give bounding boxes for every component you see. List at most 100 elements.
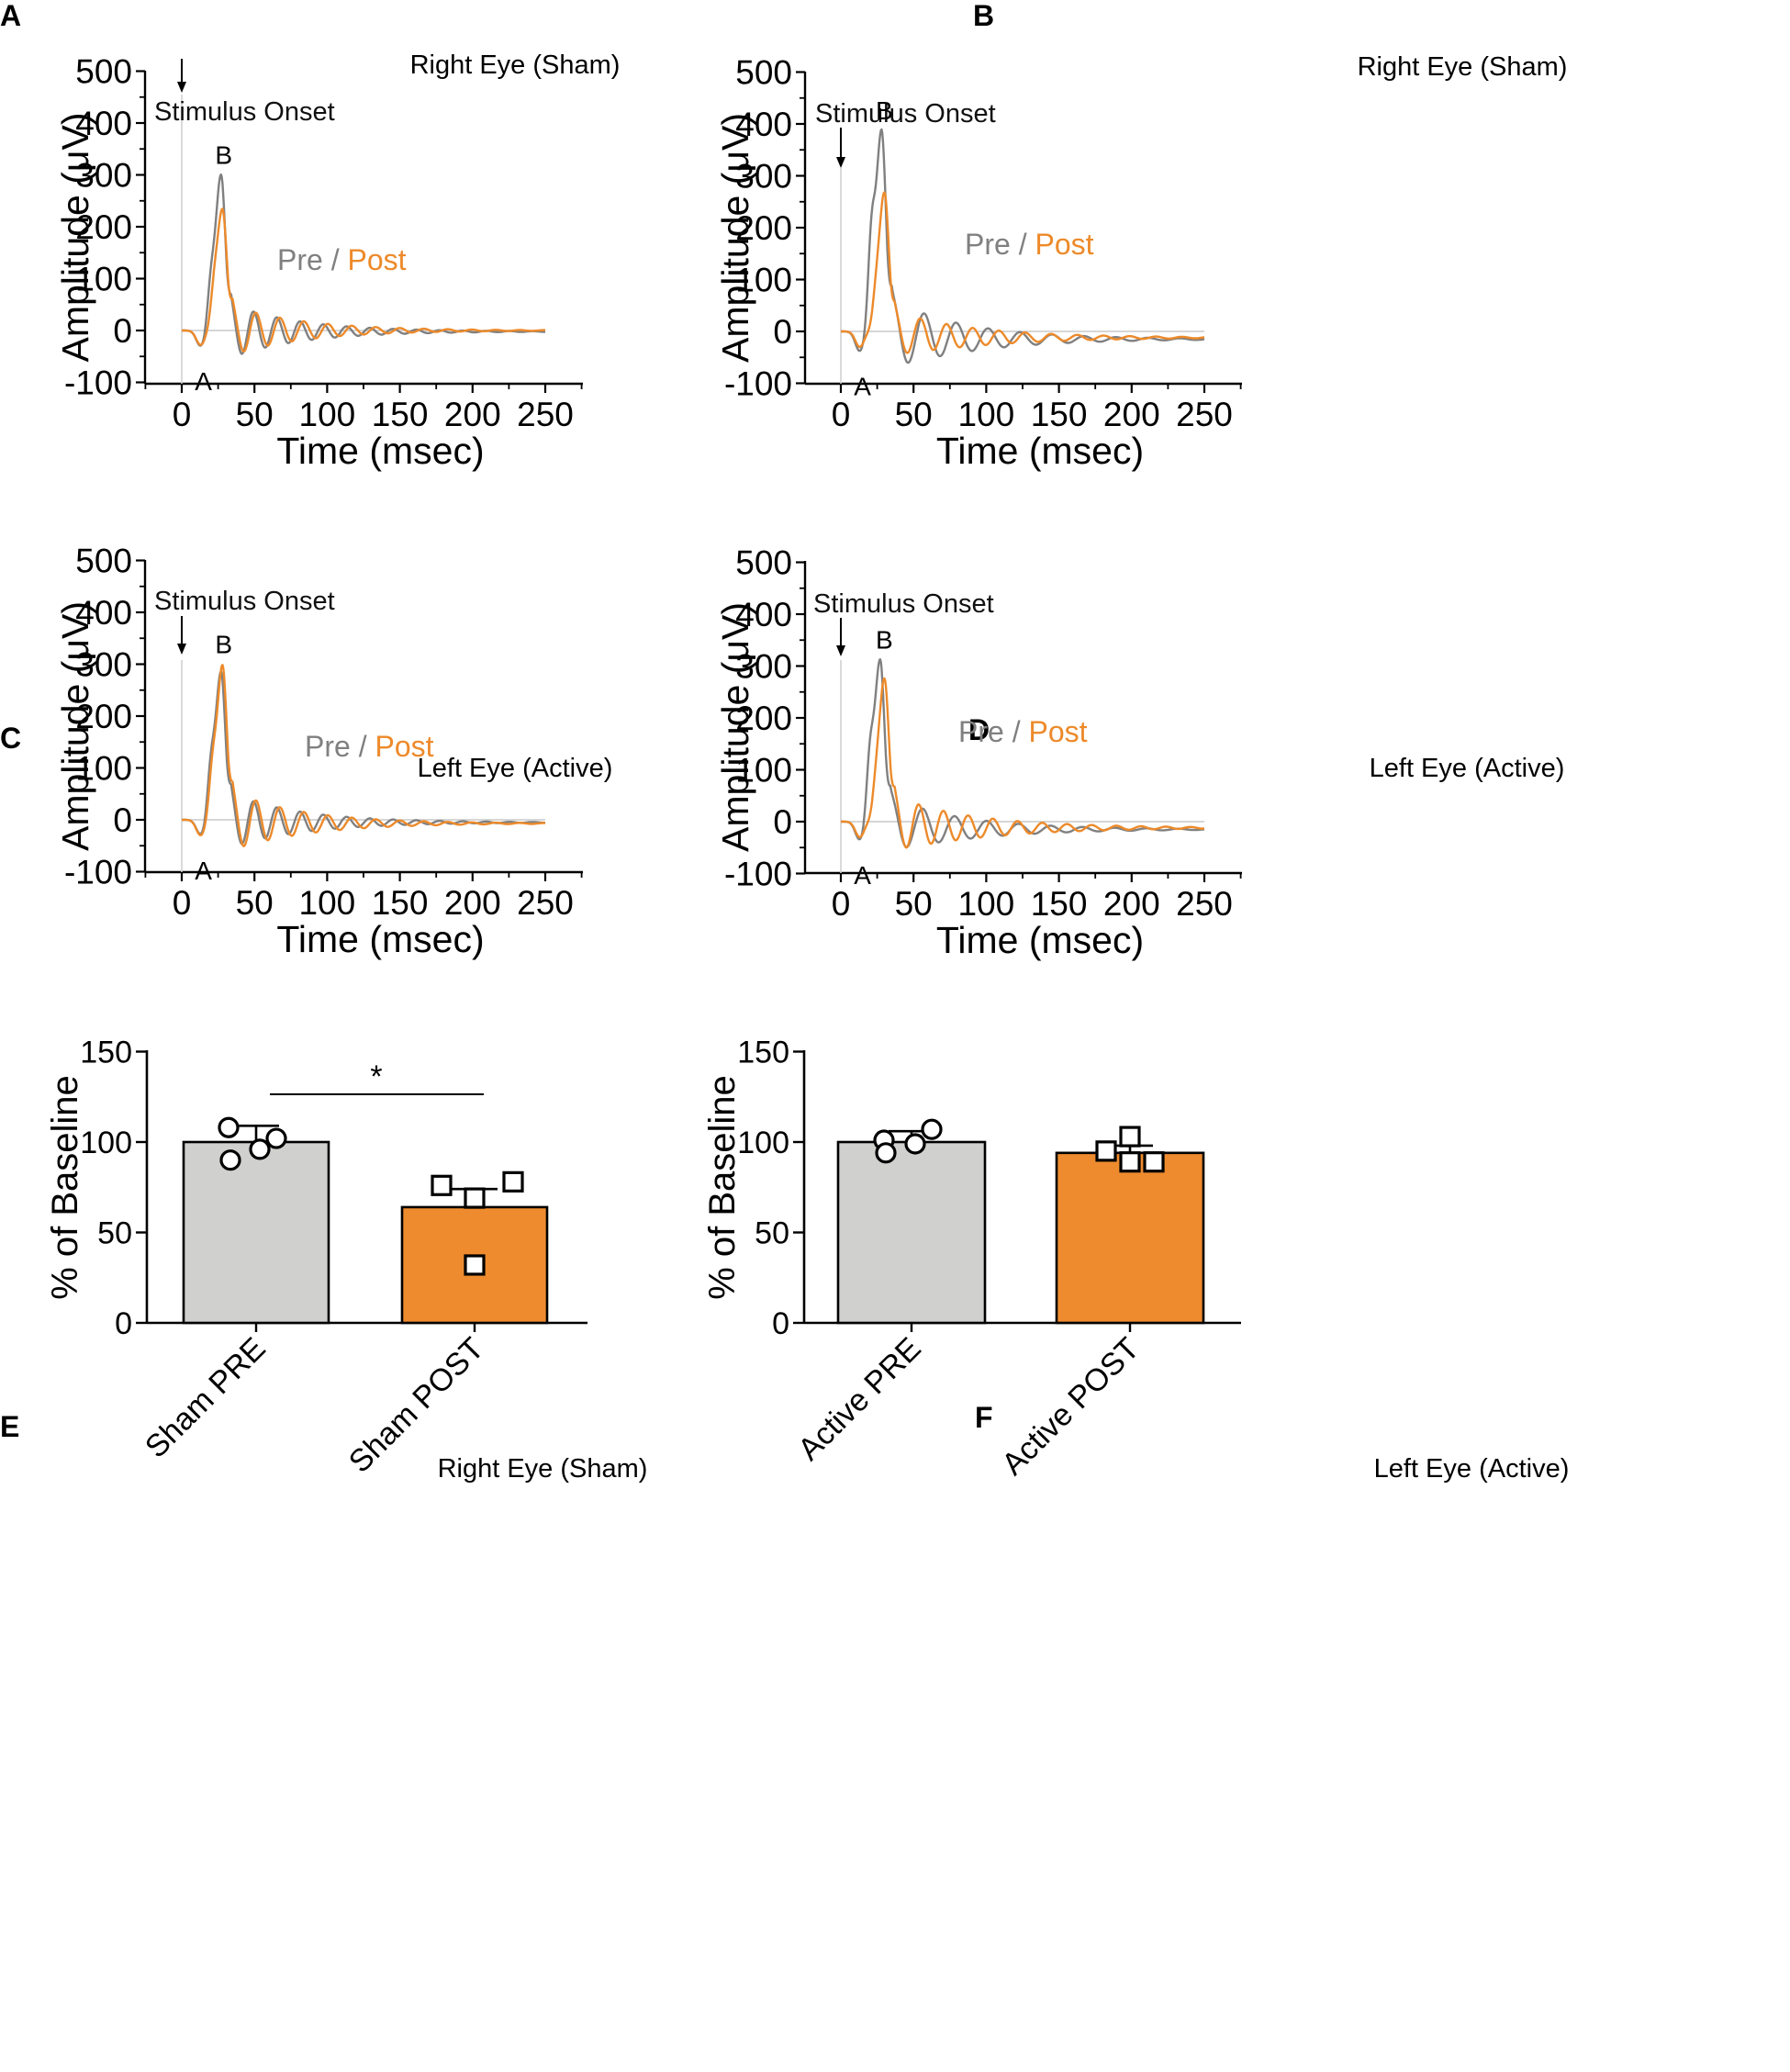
y-tick-label: 200 xyxy=(75,208,132,246)
y-tick-label: 100 xyxy=(75,750,132,788)
x-tick-label: 250 xyxy=(517,884,574,922)
bar xyxy=(836,1140,987,1325)
y-tick-label: 0 xyxy=(773,313,792,351)
panel-a-erg-chart: A Right Eye (Sham) -100 0 100 200 300 400 500 0… xyxy=(0,0,620,472)
x-tick-label: 200 xyxy=(1103,396,1160,433)
x-tick-label: 50 xyxy=(895,885,933,923)
y-tick-label: -100 xyxy=(724,365,792,403)
y-tick-label: 100 xyxy=(75,261,132,298)
panel-d-erg-chart: D Left Eye (Active) -1000100200300400500… xyxy=(714,544,1564,962)
post-trace xyxy=(181,664,546,847)
panel-letter: A xyxy=(0,0,21,32)
x-category-label: Active PRE xyxy=(791,1331,927,1467)
x-tick-label: 250 xyxy=(1176,396,1233,433)
x-tick-label: 0 xyxy=(832,885,851,923)
legend-post: Post xyxy=(375,730,433,763)
x-tick-label: 250 xyxy=(517,396,574,433)
data-point xyxy=(218,1116,240,1138)
stimulus-onset-label: Stimulus Onset xyxy=(815,99,996,129)
y-tick-label: 500 xyxy=(735,544,792,582)
post-trace xyxy=(840,191,1205,354)
peak-label-a: A xyxy=(854,861,871,890)
x-axis-label: Time (msec) xyxy=(276,430,484,472)
legend: Pre / Post xyxy=(965,228,1094,261)
data-point xyxy=(921,1118,943,1140)
x-axis-label: Time (msec) xyxy=(276,918,484,960)
y-tick-label: 400 xyxy=(735,106,792,143)
peak-label-a: A xyxy=(854,372,871,400)
chart-title: Right Eye (Sham) xyxy=(438,1454,648,1484)
data-point xyxy=(875,1142,897,1164)
x-category-label: Active POST xyxy=(995,1331,1146,1482)
panel-b-erg-chart: B Right Eye (Sham) -100 0 100 200 300 400 500 0… xyxy=(714,0,1567,472)
x-tick-label: 150 xyxy=(1031,885,1088,923)
chart-title: Left Eye (Active) xyxy=(1374,1454,1570,1484)
bar xyxy=(1055,1151,1205,1325)
legend-pre: Pre xyxy=(958,715,1004,748)
y-tick-label: 200 xyxy=(735,700,792,737)
y-tick-label: 500 xyxy=(75,53,132,91)
data-point xyxy=(1119,1126,1141,1148)
panel-letter: E xyxy=(0,1410,19,1443)
pre-trace xyxy=(840,658,1205,848)
chart-title: Left Eye (Active) xyxy=(1370,754,1565,783)
x-axis-label: Time (msec) xyxy=(936,430,1144,472)
x-tick-label: 100 xyxy=(299,884,356,922)
legend: Pre / Post xyxy=(277,243,407,276)
x-tick-label: 100 xyxy=(958,885,1015,923)
peak-label-a: A xyxy=(195,367,212,396)
y-axis-label: % of Baseline xyxy=(702,1075,743,1300)
data-point xyxy=(265,1127,287,1149)
stimulus-arrow-head xyxy=(177,82,186,93)
panel-letter: C xyxy=(0,722,21,755)
data-point xyxy=(219,1149,241,1171)
data-point xyxy=(1095,1140,1117,1162)
x-tick-label: 0 xyxy=(173,396,192,433)
legend-pre: Pre xyxy=(965,228,1011,261)
legend-separator: / xyxy=(323,243,348,276)
y-axis-label: Amplitude (μV) xyxy=(54,601,96,851)
y-tick-label: 150 xyxy=(737,1036,789,1070)
x-tick-label: 100 xyxy=(299,396,356,433)
legend-separator: / xyxy=(351,730,375,763)
y-tick-label: 50 xyxy=(755,1216,789,1251)
legend: Pre / Post xyxy=(305,730,434,763)
legend-separator: / xyxy=(1011,228,1035,261)
x-tick-label: 0 xyxy=(832,396,851,433)
y-tick-label: 300 xyxy=(735,158,792,196)
panel-letter: D xyxy=(968,713,990,746)
x-category-label: Sham PRE xyxy=(139,1331,273,1465)
y-tick-label: 500 xyxy=(75,543,132,580)
legend-post: Post xyxy=(1028,715,1087,748)
y-tick-label: 0 xyxy=(773,803,792,841)
y-tick-label: 0 xyxy=(113,801,132,839)
panel-letter: F xyxy=(975,1401,993,1434)
y-tick-label: 0 xyxy=(113,312,132,350)
y-tick-label: 400 xyxy=(75,594,132,632)
y-tick-label: 150 xyxy=(80,1036,132,1070)
panel-letter: B xyxy=(973,0,994,32)
x-tick-label: 150 xyxy=(1031,396,1088,433)
x-tick-label: 50 xyxy=(895,396,933,433)
stimulus-onset-label: Stimulus Onset xyxy=(154,97,335,127)
legend: Pre / Post xyxy=(958,715,1088,748)
y-axis-label: % of Baseline xyxy=(45,1075,85,1300)
chart-title: Right Eye (Sham) xyxy=(1358,52,1568,82)
post-trace xyxy=(181,207,546,353)
y-tick-label: 100 xyxy=(735,752,792,790)
peak-label-b: B xyxy=(215,631,232,659)
data-point xyxy=(1143,1151,1165,1173)
data-point xyxy=(464,1254,486,1276)
peak-label-b: B xyxy=(215,141,232,170)
data-point xyxy=(1119,1151,1141,1173)
x-tick-label: 150 xyxy=(372,396,429,433)
bar xyxy=(182,1140,330,1325)
x-tick-label: 200 xyxy=(444,396,501,433)
panel-c-erg-chart: C Left Eye (Active) -1000100200300400500… xyxy=(0,543,612,961)
legend-pre: Pre xyxy=(305,730,351,763)
y-tick-label: 200 xyxy=(75,698,132,735)
data-point xyxy=(431,1174,453,1196)
x-tick-label: 200 xyxy=(444,884,501,922)
panel-e-bar-chart: E Right Eye (Sham) 0 50 100 150 % of Baselin… xyxy=(0,1036,647,1484)
